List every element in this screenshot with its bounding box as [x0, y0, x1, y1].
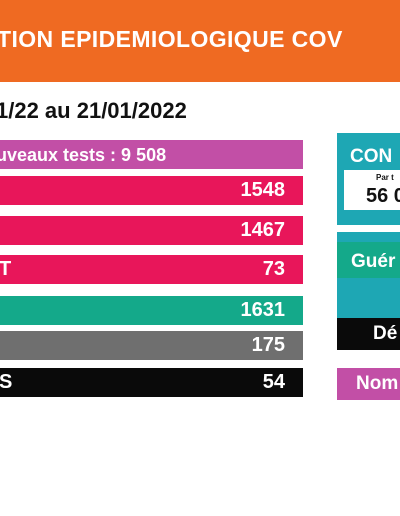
recovered-header-bar: [337, 242, 400, 278]
count-label: Nom: [356, 373, 399, 394]
recovered-panel: Guér: [337, 232, 400, 320]
row-recovered: 1631: [0, 296, 303, 325]
date-range: 1/22 au 21/01/2022: [0, 98, 187, 123]
row-under-treatment-value: 175: [251, 334, 285, 356]
row-cases-value: 1548: [240, 179, 286, 201]
row-new-tests: uveaux tests : 9 508: [0, 140, 303, 169]
row-new-tests-label: uveaux tests : 9 508: [0, 145, 167, 165]
count-panel: Nom: [337, 368, 400, 400]
row-severe-label: S: [0, 371, 13, 393]
row-contacts: 1467: [0, 216, 303, 245]
row-contacts-value: 1467: [240, 219, 286, 241]
cumulative-box: Par t 56 0: [344, 170, 400, 210]
cumulative-total: 56 0: [366, 185, 400, 207]
row-imported-label: T: [0, 258, 12, 280]
row-imported: T 73: [0, 255, 303, 284]
row-under-treatment: 175: [0, 331, 303, 360]
deaths-label: Dé: [373, 323, 398, 344]
row-severe-value: 54: [262, 371, 285, 393]
row-cases: 1548: [0, 176, 303, 205]
row-recovered-value: 1631: [240, 299, 286, 321]
row-imported-value: 73: [262, 258, 285, 280]
cumulative-note: Par t: [376, 173, 394, 182]
row-severe: S 54: [0, 368, 303, 397]
cumulative-header: CON: [350, 146, 393, 167]
recovered-label: Guér: [351, 251, 396, 272]
title-banner: TION EPIDEMIOLOGIQUE COV: [0, 0, 400, 82]
deaths-panel: Dé: [337, 318, 400, 350]
banner-title: TION EPIDEMIOLOGIQUE COV: [0, 26, 343, 52]
